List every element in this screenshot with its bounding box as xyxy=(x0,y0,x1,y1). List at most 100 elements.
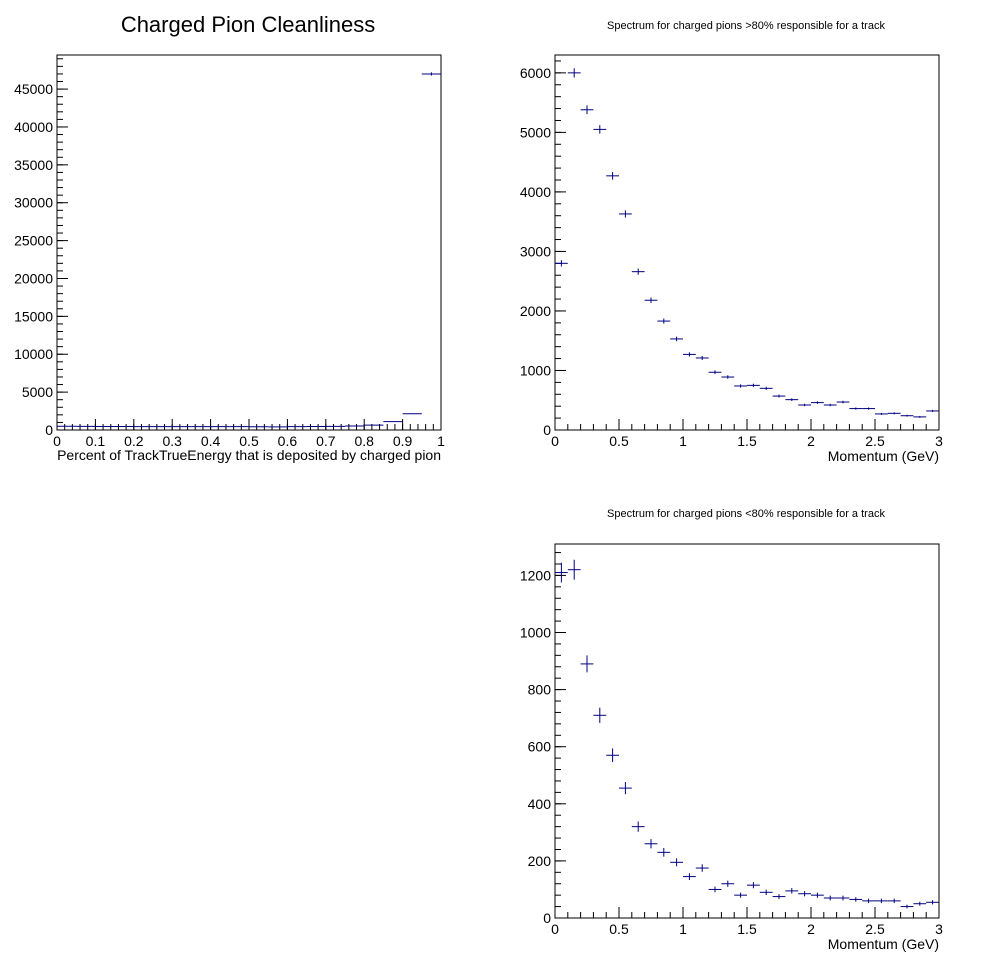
histogram-bin xyxy=(900,904,914,909)
histogram-bin xyxy=(402,413,422,415)
y-tick-label: 800 xyxy=(528,682,552,698)
y-tick-label: 3000 xyxy=(520,243,551,259)
x-tick-label: 1 xyxy=(437,433,445,449)
histogram-bin xyxy=(657,848,671,857)
histogram-bin xyxy=(567,559,581,580)
cleanliness-title: Charged Pion Cleanliness xyxy=(121,12,375,37)
histogram-bin xyxy=(383,421,403,423)
y-tick-label: 0 xyxy=(543,910,551,926)
y-tick-label: 2000 xyxy=(520,303,551,319)
y-tick-label: 15000 xyxy=(14,308,53,324)
y-tick-label: 4000 xyxy=(520,184,551,200)
y-tick-label: 1000 xyxy=(520,362,551,378)
x-tick-label: 2 xyxy=(807,921,815,937)
x-tick-label: 0.8 xyxy=(354,433,374,449)
panel-spectrum-high: Spectrum for charged pions >80% responsi… xyxy=(520,20,943,464)
histogram-bin xyxy=(708,370,722,375)
spectrum-low-histogram xyxy=(555,559,939,909)
histogram-bin xyxy=(644,839,658,849)
histogram-bin xyxy=(670,336,683,342)
histogram-bin xyxy=(619,782,632,795)
histogram-bin xyxy=(683,352,696,357)
x-tick-label: 0.5 xyxy=(609,433,629,449)
y-tick-label: 400 xyxy=(528,796,552,812)
y-tick-label: 600 xyxy=(528,739,552,755)
cleanliness-y-axis: 0 5000 10000 15000 20000 25000 30000 35000 40000… xyxy=(14,58,68,438)
histogram-bin xyxy=(631,821,645,832)
histogram-bin xyxy=(913,416,927,418)
y-tick-label: 30000 xyxy=(14,195,53,211)
histogram-bin xyxy=(555,260,568,267)
y-tick-label: 35000 xyxy=(14,157,53,173)
x-tick-label: 1.5 xyxy=(737,433,757,449)
histogram-bin xyxy=(580,655,594,673)
y-tick-label: 6000 xyxy=(520,65,551,81)
spectrum-high-y-axis: 0 1000 2000 3000 4000 5000 6000 xyxy=(520,60,566,438)
y-tick-label: 10000 xyxy=(14,346,53,362)
y-tick-label: 1000 xyxy=(520,625,551,641)
cleanliness-x-label: Percent of TrackTrueEnergy that is depos… xyxy=(57,447,441,463)
histogram-bin xyxy=(695,864,709,872)
histogram-bin xyxy=(772,394,786,398)
y-tick-label: 0 xyxy=(543,422,551,438)
histogram-bin xyxy=(619,210,632,218)
histogram-bin xyxy=(785,888,799,894)
histogram-bin xyxy=(734,384,747,388)
spectrum-low-y-axis: 0 200 400 600 800 1000 1200 xyxy=(520,552,566,926)
y-tick-label: 45000 xyxy=(14,81,53,97)
histogram-bin xyxy=(670,858,683,867)
x-tick-label: 0.6 xyxy=(278,433,298,449)
histogram-bin xyxy=(823,895,837,901)
panel-cleanliness: Charged Pion Cleanliness 0 5000 10000 15000… xyxy=(14,12,445,463)
x-tick-label: 1 xyxy=(679,921,687,937)
histogram-bin xyxy=(772,894,786,900)
x-tick-label: 0.7 xyxy=(316,433,336,449)
histogram-bin xyxy=(862,898,875,904)
histogram-bin xyxy=(708,886,722,893)
histogram-bin xyxy=(644,297,658,304)
histogram-bin xyxy=(606,748,619,763)
x-tick-label: 3 xyxy=(935,921,943,937)
x-tick-label: 1 xyxy=(679,433,687,449)
panel-spectrum-low: Spectrum for charged pions <80% responsi… xyxy=(520,508,943,952)
histogram-bin xyxy=(823,403,837,407)
histogram-bin xyxy=(421,72,441,76)
x-tick-label: 2.5 xyxy=(865,433,885,449)
x-tick-label: 0.3 xyxy=(162,433,182,449)
x-tick-label: 0.5 xyxy=(609,921,629,937)
histogram-bin xyxy=(926,900,939,905)
spectrum-high-title: Spectrum for charged pions >80% responsi… xyxy=(607,20,885,32)
histogram-bin xyxy=(695,355,709,361)
x-tick-label: 0.2 xyxy=(124,433,144,449)
histogram-bin xyxy=(593,707,607,723)
histogram-bin xyxy=(900,414,914,417)
histogram-bin xyxy=(747,882,760,889)
y-tick-label: 5000 xyxy=(22,384,53,400)
x-tick-label: 0.4 xyxy=(201,433,221,449)
histogram-bin xyxy=(759,386,773,390)
histogram-bin xyxy=(875,412,888,415)
histogram-bin xyxy=(887,898,901,904)
x-tick-label: 2 xyxy=(807,433,815,449)
y-tick-label: 20000 xyxy=(14,270,53,286)
spectrum-low-x-axis: 0 0.5 1 1.5 2 2.5 3 xyxy=(551,907,943,937)
x-tick-label: 0.1 xyxy=(86,433,106,449)
cleanliness-histogram xyxy=(57,72,441,428)
y-tick-label: 5000 xyxy=(520,124,551,140)
y-tick-label: 25000 xyxy=(14,233,53,249)
histogram-bin xyxy=(913,901,927,906)
histogram-bin xyxy=(836,895,850,901)
y-tick-label: 1200 xyxy=(520,567,551,583)
histogram-bin xyxy=(875,898,888,904)
histogram-bin xyxy=(926,409,939,413)
y-tick-label: 0 xyxy=(45,422,53,438)
histogram-bin xyxy=(631,268,645,275)
spectrum-low-x-label: Momentum (GeV) xyxy=(828,936,939,952)
histogram-bin xyxy=(785,398,799,401)
histogram-bin xyxy=(811,401,824,404)
x-tick-label: 0 xyxy=(551,921,559,937)
histogram-bin xyxy=(580,105,594,115)
histogram-bin xyxy=(567,68,581,78)
